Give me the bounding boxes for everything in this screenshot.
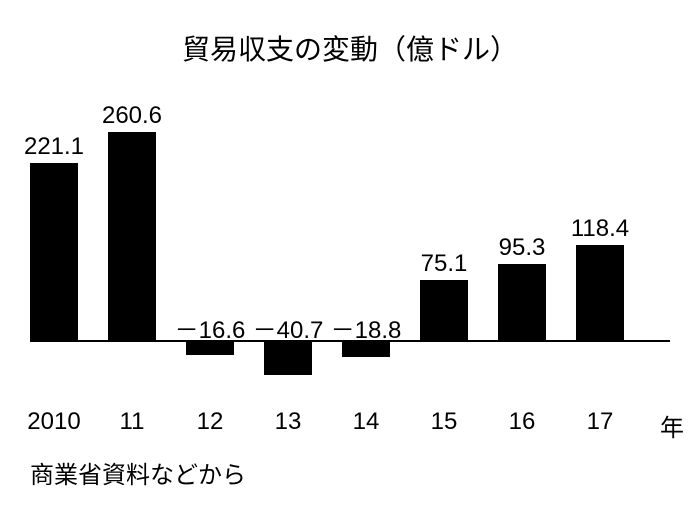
bar [108,132,156,340]
x-axis-unit-label: 年 [660,408,684,443]
x-tick-label: 14 [353,408,380,436]
bar [498,264,546,340]
x-tick-label: 16 [509,408,536,436]
chart-title: 貿易収支の変動（億ドル） [0,28,700,68]
value-label: 221.1 [24,133,84,161]
value-label: －16.6 [175,310,246,345]
x-tick-label: 17 [587,408,614,436]
value-label: －18.8 [331,310,402,345]
chart-source: 商業省資料などから [30,455,246,490]
bar [264,342,312,375]
x-tick-label: 15 [431,408,458,436]
value-label: 75.1 [421,250,468,278]
value-label: 260.6 [102,102,162,130]
plot-area: 221.12010260.611－16.612－40.713－18.81475.… [30,100,670,400]
value-label: 95.3 [499,234,546,262]
bar [420,280,468,340]
value-label: 118.4 [571,215,629,243]
value-label: －40.7 [253,310,324,345]
bar [576,245,624,340]
chart-container: { "chart": { "type": "bar", "title": "貿易… [0,0,700,513]
x-tick-label: 13 [275,408,302,436]
x-tick-label: 2010 [27,408,80,436]
x-tick-label: 11 [120,408,145,436]
bar [30,163,78,340]
x-tick-label: 12 [197,408,224,436]
